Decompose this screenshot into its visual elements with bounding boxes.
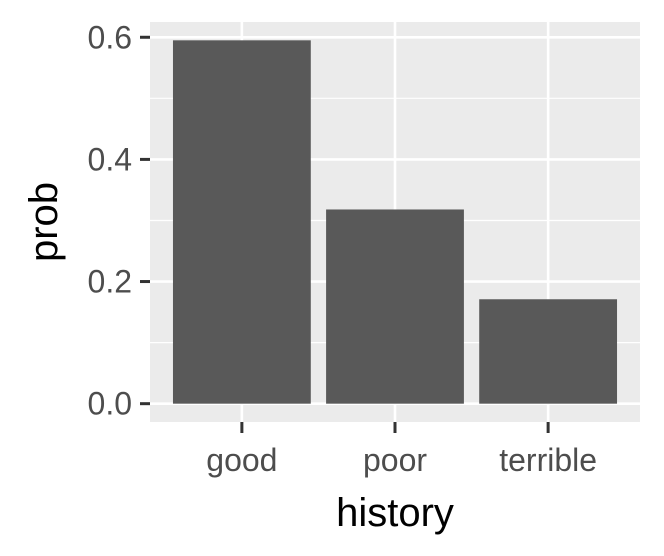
- x-axis: good poor terrible: [206, 422, 597, 478]
- x-tick-label: good: [206, 442, 277, 478]
- y-axis-title: prob: [22, 182, 66, 262]
- bar-terrible: [479, 299, 618, 404]
- y-tick-label: 0.0: [88, 386, 132, 422]
- y-axis: 0.0 0.2 0.4 0.6: [88, 19, 150, 422]
- bars: [172, 40, 618, 404]
- y-tick-label: 0.6: [88, 19, 132, 55]
- x-axis-title: history: [336, 491, 454, 535]
- y-tick-label: 0.4: [88, 141, 132, 177]
- x-tick-label: terrible: [499, 442, 597, 478]
- bar-poor: [326, 209, 464, 404]
- bar-good: [172, 40, 311, 404]
- y-tick-label: 0.2: [88, 264, 132, 300]
- x-tick-label: poor: [363, 442, 427, 478]
